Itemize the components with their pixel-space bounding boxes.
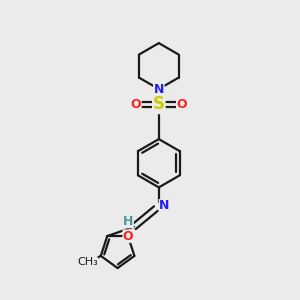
Text: N: N <box>154 82 164 95</box>
Text: H: H <box>123 215 134 228</box>
Text: S: S <box>153 95 165 113</box>
Text: O: O <box>131 98 142 111</box>
Text: O: O <box>176 98 187 111</box>
Text: CH₃: CH₃ <box>77 257 98 267</box>
Text: N: N <box>159 199 169 212</box>
Text: O: O <box>123 230 133 243</box>
